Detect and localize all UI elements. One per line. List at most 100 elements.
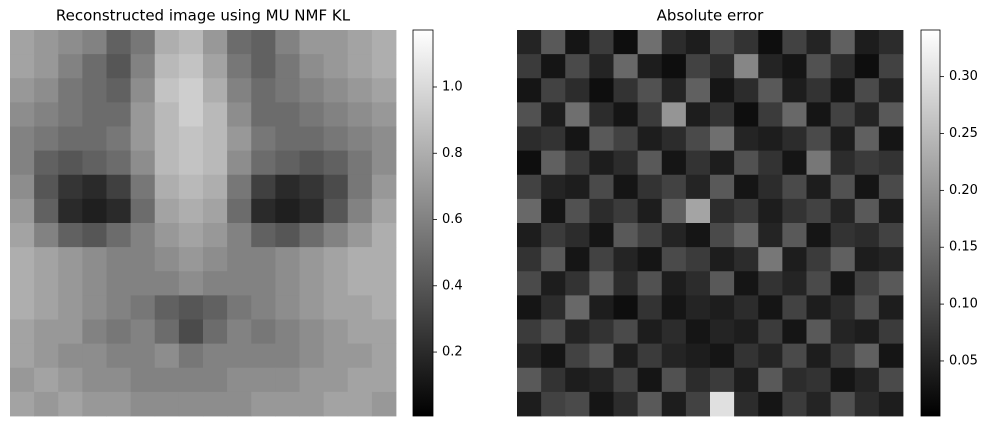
heatmap-cell [347,150,373,176]
heatmap-cell [637,174,663,200]
heatmap-cell [517,391,542,417]
heatmap-cell [565,126,590,152]
heatmap-cell [710,295,735,320]
heatmap-cell [806,271,832,296]
heatmap-cell [323,319,349,345]
heatmap-cell [854,391,880,417]
heatmap-cell [661,223,687,248]
heatmap-cell [878,391,904,417]
heatmap-cell [178,223,204,248]
heatmap-cell [299,54,325,79]
heatmap-cell [82,102,107,127]
heatmap-cell [154,174,180,200]
heatmap-cell [82,319,107,345]
heatmap-cell [710,102,735,127]
heatmap-cell [637,271,663,296]
heatmap-cell [299,343,325,369]
heatmap-cell [275,343,300,369]
heatmap-cell [758,30,783,55]
heatmap-cell [10,198,35,224]
heatmap-cell [758,174,783,200]
heatmap-cell [565,271,590,296]
heatmap-cell [251,271,276,296]
heatmap-cell [10,343,35,369]
heatmap-cell [637,295,663,320]
heatmap-cell [251,126,276,152]
heatmap-cell [613,367,639,393]
heatmap-cell [734,198,759,224]
heatmap-cell [82,150,107,176]
heatmap-cell [565,295,590,320]
heatmap-cell [323,391,349,417]
heatmap-cell [275,126,300,152]
heatmap-cell [82,54,107,79]
heatmap-cell [854,319,880,345]
heatmap-cell [178,295,204,320]
heatmap-cell [661,319,687,345]
heatmap-cell [613,319,639,345]
heatmap-cell [637,319,663,345]
heatmap-cell [517,54,542,79]
heatmap-cell [830,343,856,369]
heatmap-cell [347,391,373,417]
heatmap-cell [371,150,397,176]
heatmap-cell [251,223,276,248]
heatmap-cell [685,391,711,417]
heatmap-cell [806,198,832,224]
heatmap-cell [347,295,373,320]
heatmap-cell [82,78,107,103]
heatmap-cell [58,54,83,79]
heatmap-cell [854,247,880,272]
heatmap-cell [34,319,59,345]
heatmap-cell [82,367,107,393]
colorbar-tick-label: 0.15 [949,240,978,255]
heatmap-cell [323,247,349,272]
heatmap-cell [106,319,132,345]
heatmap-cell [130,198,156,224]
heatmap-cell [734,295,759,320]
heatmap-cell [251,295,276,320]
heatmap-cell [203,295,228,320]
heatmap-cell [10,271,35,296]
heatmap-cell [106,343,132,369]
heatmap-cell [637,54,663,79]
heatmap-cell [541,78,566,103]
heatmap-cell [734,54,759,79]
heatmap-cell [565,54,590,79]
heatmap-cell [130,150,156,176]
heatmap-cell [82,126,107,152]
heatmap-cell [830,247,856,272]
heatmap-cell [227,30,252,55]
heatmap-cell [34,198,59,224]
heatmap-cell [154,102,180,127]
heatmap-cell [323,295,349,320]
heatmap-cell [830,126,856,152]
heatmap-cell [58,126,83,152]
colorbar-tick-label: 0.05 [949,353,978,368]
heatmap-cell [782,223,807,248]
heatmap-cell [347,367,373,393]
heatmap-cell [251,30,276,55]
heatmap-cell [758,102,783,127]
heatmap-cell [830,391,856,417]
heatmap-cell [178,343,204,369]
heatmap-cell [203,391,228,417]
heatmap-cell [661,54,687,79]
heatmap-cell [82,247,107,272]
heatmap-cell [758,295,783,320]
heatmap-cell [878,198,904,224]
heatmap-cell [203,198,228,224]
heatmap-cell [371,54,397,79]
heatmap-cell [34,78,59,103]
heatmap-cell [589,343,614,369]
heatmap-cell [613,54,639,79]
heatmap-cell [58,174,83,200]
heatmap-cell [323,126,349,152]
heatmap-cell [613,174,639,200]
heatmap-cell [661,198,687,224]
heatmap-cell [34,54,59,79]
heatmap-cell [106,391,132,417]
heatmap-cell [178,126,204,152]
heatmap-cell [347,271,373,296]
